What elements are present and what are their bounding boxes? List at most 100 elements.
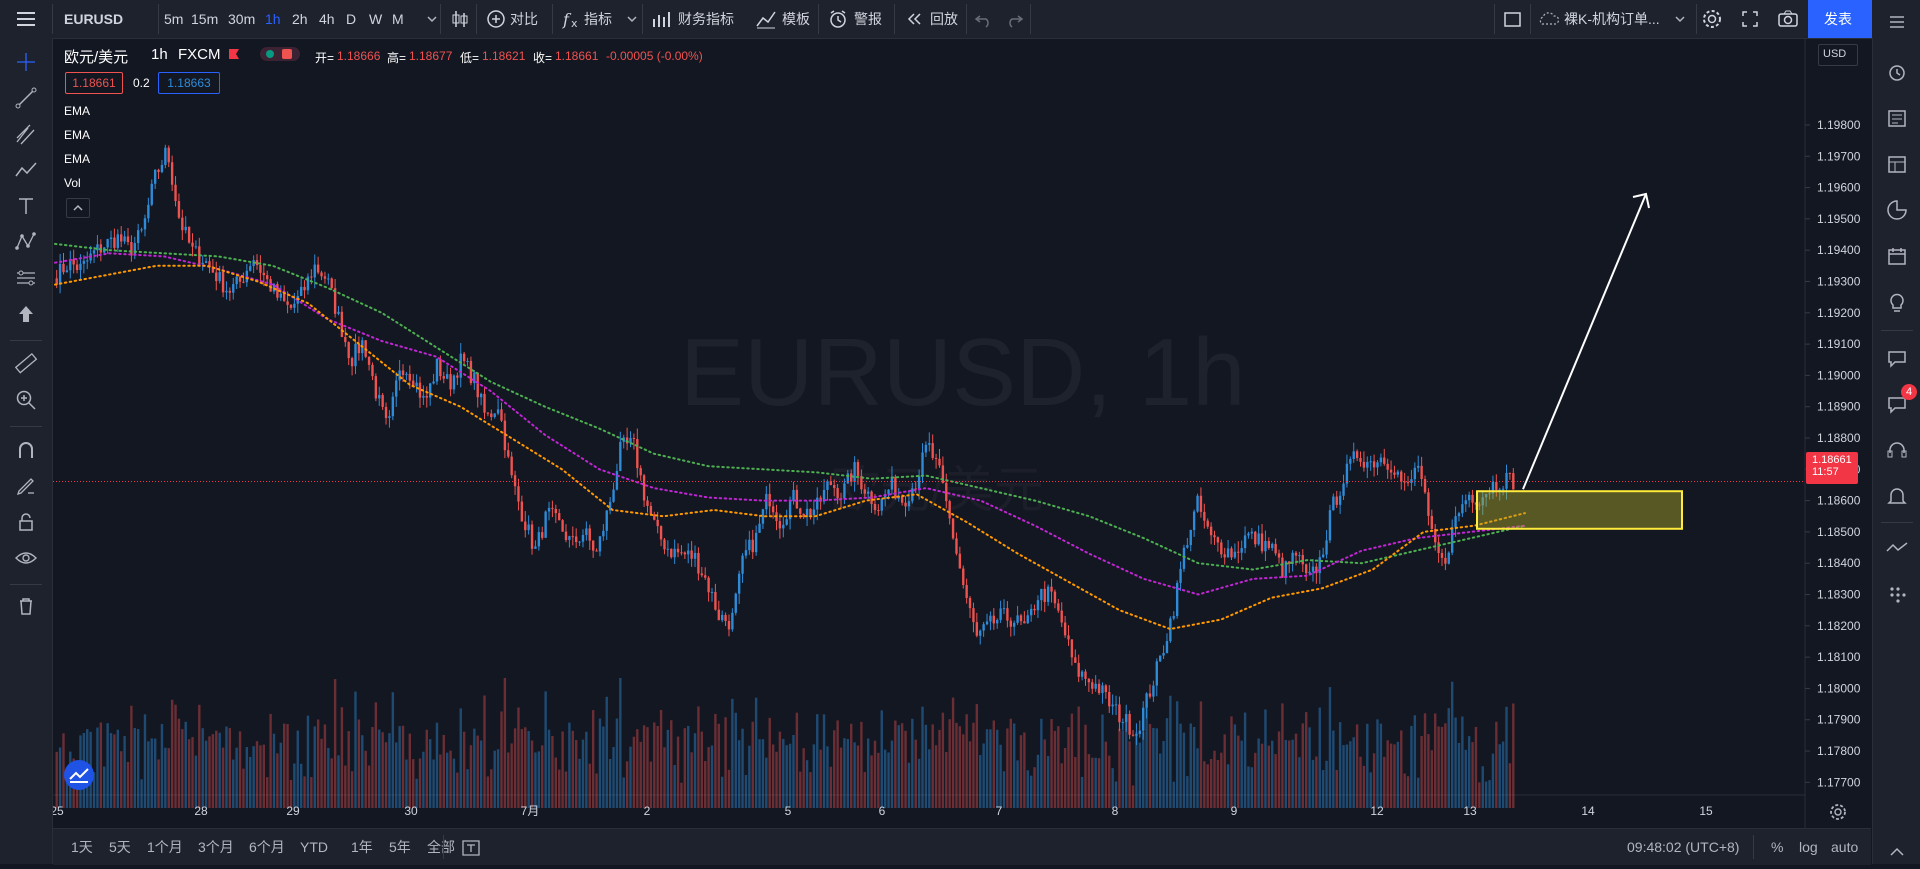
log-scale-button[interactable]: log bbox=[1799, 839, 1818, 855]
pencil-lock-icon[interactable] bbox=[12, 472, 40, 500]
range-1[interactable]: 5天 bbox=[109, 839, 131, 855]
order-zone-rectangle[interactable] bbox=[1476, 490, 1683, 530]
templates-icon[interactable] bbox=[752, 5, 780, 33]
range-7[interactable]: 5年 bbox=[389, 839, 411, 855]
rewind-icon[interactable] bbox=[900, 5, 928, 33]
range-0[interactable]: 1天 bbox=[71, 839, 93, 855]
layout-name-button[interactable]: 裸K-机构订单... bbox=[1564, 11, 1660, 27]
chevron-down-icon[interactable] bbox=[1666, 5, 1694, 33]
symbol-search-button[interactable]: EURUSD bbox=[64, 11, 124, 27]
market-status-toggle[interactable] bbox=[260, 47, 300, 61]
chevron-down-icon[interactable] bbox=[618, 5, 646, 33]
alarm-clock-icon[interactable] bbox=[1883, 58, 1911, 86]
templates-button[interactable]: 模板 bbox=[782, 11, 810, 27]
compare-button[interactable]: 对比 bbox=[510, 11, 538, 27]
timeframe-1h[interactable]: 1h bbox=[265, 11, 281, 27]
headset-icon[interactable] bbox=[1883, 436, 1911, 464]
compare-plus-icon[interactable] bbox=[482, 5, 510, 33]
menu-icon[interactable] bbox=[12, 5, 40, 33]
alarm-clock-icon[interactable] bbox=[824, 5, 852, 33]
cloud-icon[interactable] bbox=[1534, 5, 1562, 33]
messages-icon[interactable] bbox=[1883, 390, 1911, 418]
prediction-icon[interactable] bbox=[12, 264, 40, 292]
watchlist-icon[interactable] bbox=[1883, 8, 1911, 36]
timeframe-M[interactable]: M bbox=[392, 11, 404, 27]
lock-icon[interactable] bbox=[12, 508, 40, 536]
auto-scale-button[interactable]: auto bbox=[1831, 839, 1859, 855]
crosshair-icon[interactable] bbox=[12, 48, 40, 76]
zoom-in-icon[interactable] bbox=[12, 386, 40, 414]
bid-button[interactable]: 1.18661 bbox=[65, 72, 123, 94]
financials-button[interactable]: 财务指标 bbox=[678, 11, 734, 27]
chat-icon[interactable] bbox=[1883, 344, 1911, 372]
volume-bar bbox=[700, 731, 704, 808]
gear-icon[interactable] bbox=[1826, 800, 1850, 824]
pattern-icon[interactable] bbox=[12, 156, 40, 184]
camera-icon[interactable] bbox=[1774, 5, 1802, 33]
timeframe-15m[interactable]: 15m bbox=[191, 11, 219, 27]
bell-icon[interactable] bbox=[1883, 482, 1911, 510]
range-3[interactable]: 3个月 bbox=[198, 839, 234, 855]
price-chart[interactable]: 1.19800 1.19700 1.19600 1.19500 1.19400 1.193… bbox=[53, 38, 1871, 828]
data-window-icon[interactable] bbox=[1883, 150, 1911, 178]
chevron-down-icon[interactable] bbox=[418, 5, 446, 33]
trash-icon[interactable] bbox=[12, 592, 40, 620]
undo-icon[interactable] bbox=[970, 5, 998, 33]
timeframe-2h[interactable]: 2h bbox=[292, 11, 308, 27]
timeframe-4h[interactable]: 4h bbox=[319, 11, 335, 27]
select-layout-icon[interactable] bbox=[1498, 5, 1526, 33]
timeframe-W[interactable]: W bbox=[369, 11, 383, 27]
xabcd-pattern-icon[interactable] bbox=[12, 228, 40, 256]
tradingview-logo[interactable] bbox=[64, 760, 94, 790]
collapse-legend-button[interactable] bbox=[66, 198, 90, 218]
ask-button[interactable]: 1.18663 bbox=[158, 72, 220, 94]
trend-arrow-head[interactable] bbox=[1632, 192, 1650, 209]
arrow-up-icon[interactable] bbox=[12, 300, 40, 328]
range-2[interactable]: 1个月 bbox=[147, 839, 183, 855]
chevron-up-icon[interactable] bbox=[1883, 838, 1911, 866]
news-icon[interactable] bbox=[1883, 104, 1911, 132]
financials-icon[interactable] bbox=[648, 5, 676, 33]
study-ema-2[interactable]: EMA bbox=[64, 128, 91, 142]
stream-icon[interactable] bbox=[1883, 534, 1911, 562]
volume-bar bbox=[1260, 743, 1264, 808]
goto-date-icon[interactable] bbox=[457, 833, 485, 861]
ruler-icon[interactable] bbox=[12, 350, 40, 378]
study-volume[interactable]: Vol bbox=[64, 176, 81, 190]
lightbulb-icon[interactable] bbox=[1883, 288, 1911, 316]
eye-icon[interactable] bbox=[12, 544, 40, 572]
text-icon[interactable] bbox=[12, 192, 40, 220]
low-label: 低= bbox=[460, 51, 480, 65]
range-6[interactable]: 1年 bbox=[351, 839, 373, 855]
study-ema-1[interactable]: EMA bbox=[64, 104, 91, 118]
flag-icon[interactable] bbox=[228, 48, 240, 60]
trend-line-icon[interactable] bbox=[12, 84, 40, 112]
range-4[interactable]: 6个月 bbox=[249, 839, 285, 855]
clock[interactable]: 09:48:02 (UTC+8) bbox=[1627, 839, 1740, 855]
gear-icon[interactable] bbox=[1698, 5, 1726, 33]
bar-countdown: 11:57 bbox=[1812, 466, 1839, 478]
calendar-icon[interactable] bbox=[1883, 242, 1911, 270]
hotlist-icon[interactable] bbox=[1883, 196, 1911, 224]
alert-button[interactable]: 警报 bbox=[854, 11, 882, 27]
range-8[interactable]: 全部 bbox=[427, 839, 455, 855]
fullscreen-icon[interactable] bbox=[1736, 5, 1764, 33]
study-ema-3[interactable]: EMA bbox=[64, 152, 91, 166]
publish-button[interactable] bbox=[1808, 0, 1872, 38]
trend-arrow[interactable] bbox=[1522, 193, 1647, 490]
redo-icon[interactable] bbox=[1000, 5, 1028, 33]
candle-type-icon[interactable] bbox=[446, 5, 474, 33]
replay-button[interactable]: 回放 bbox=[930, 11, 958, 27]
currency-button[interactable]: USD bbox=[1818, 44, 1858, 66]
volume-bar bbox=[636, 729, 639, 808]
timeframe-D[interactable]: D bbox=[346, 11, 357, 27]
percent-scale-button[interactable]: % bbox=[1771, 839, 1784, 855]
dots-grid-icon[interactable] bbox=[1883, 580, 1911, 608]
pitchfork-icon[interactable] bbox=[12, 120, 40, 148]
indicators-button[interactable]: 指标 bbox=[584, 11, 612, 27]
magnet-icon[interactable] bbox=[12, 436, 40, 464]
timeframe-30m[interactable]: 30m bbox=[228, 11, 256, 27]
timeframe-5m[interactable]: 5m bbox=[164, 11, 184, 27]
range-5[interactable]: YTD bbox=[300, 839, 328, 855]
